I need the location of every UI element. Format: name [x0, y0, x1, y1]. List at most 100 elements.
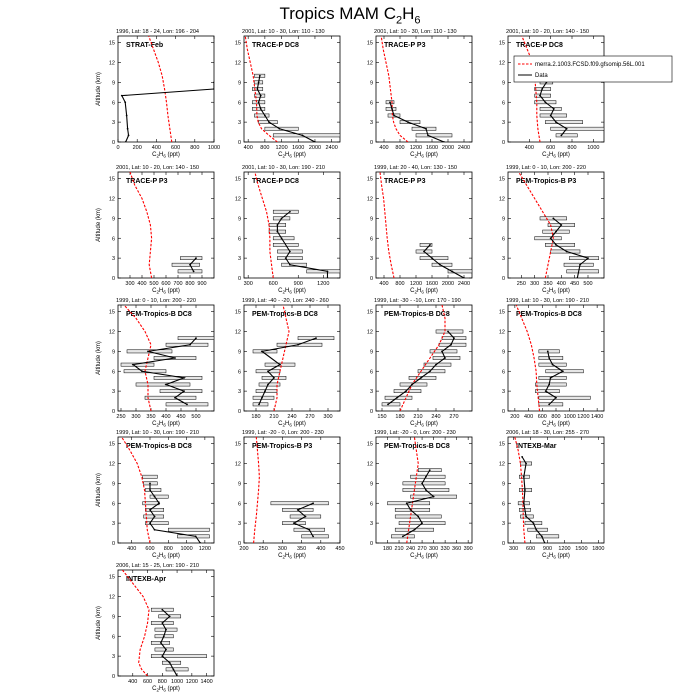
x-tick-label: 800 [395, 145, 404, 151]
x-tick-label: 300 [323, 414, 332, 420]
x-tick-label: 500 [583, 281, 592, 287]
x-tick-label: 500 [191, 414, 200, 420]
x-axis-label-part: H [285, 553, 289, 559]
observed-point [444, 357, 446, 359]
x-tick-label: 1400 [591, 414, 603, 420]
panel-info-text: 2001, Lat: 10 - 30, Lon: 110 - 130 [374, 29, 457, 35]
x-axis-label-part: 2 [282, 290, 285, 295]
observed-point [546, 350, 549, 353]
observed-point [194, 535, 197, 538]
x-tick-label: 350 [543, 281, 552, 287]
data-range-bar [538, 395, 591, 400]
observed-point [421, 522, 423, 525]
x-axis-label: C2H6 (ppt) [410, 288, 438, 295]
observed-point [549, 376, 552, 379]
panel-info-text: 2006, Lat: 15 - 25, Lon: 190 - 210 [116, 563, 199, 569]
x-tick-label: 210 [269, 414, 278, 420]
observed-point [258, 403, 260, 406]
observed-point [192, 270, 195, 273]
x-tick-label: 1000 [587, 145, 599, 151]
x-axis-label-part: 6 [553, 154, 556, 159]
data-range-bar [411, 126, 437, 131]
observed-point [165, 648, 167, 651]
model-profile-line [399, 305, 446, 411]
panel-plot-area [252, 305, 335, 411]
panel-frame [375, 171, 473, 279]
observed-point [267, 383, 269, 386]
x-axis-label-part: C [542, 421, 547, 427]
panel-campaign-label: PEM-Tropics-B P3 [252, 443, 312, 450]
panel-2: 2001, Lat: 10 - 30, Lon: 110 - 130 TRACE-… [235, 29, 341, 159]
y-tick-label: 12 [499, 330, 505, 336]
y-tick-label: 0 [502, 409, 505, 415]
panel-plot-area [120, 305, 214, 411]
y-tick-label: 0 [238, 409, 241, 415]
x-tick-label: 210 [394, 546, 403, 552]
observed-point [387, 403, 389, 406]
y-tick-label: 12 [235, 462, 241, 468]
y-tick-label: 6 [238, 501, 241, 507]
x-axis-label: C2H6 (ppt) [410, 421, 438, 428]
observed-point [147, 350, 149, 353]
observed-point [174, 396, 176, 399]
x-tick-label: 330 [441, 546, 450, 552]
observed-point [551, 363, 554, 366]
x-axis-label-part: 2 [414, 290, 417, 295]
y-tick-label: 9 [370, 216, 373, 222]
observed-point [149, 482, 151, 485]
panel-info-text: 1999, Lat: -20 - 0, Lon: 200 - 230 [242, 430, 324, 436]
panel-campaign-label: PEM-Tropics-B DC8 [516, 311, 582, 318]
panel-info-text: 1999, Lat: 10 - 30, Lon: 190 - 210 [116, 430, 199, 436]
observed-point [273, 376, 275, 379]
x-axis-label-part: H [417, 152, 421, 158]
x-axis-label-part: H [159, 686, 163, 692]
y-tick-label: 3 [502, 256, 505, 262]
model-profile-line [123, 305, 152, 411]
y-tick-label: 3 [238, 389, 241, 395]
panel-13: 1999, Lat: 10 - 30, Lon: 190 - 210 PEM-Tr… [96, 430, 215, 560]
observed-point [280, 237, 283, 240]
panel-info-text: 2001, Lat: 10 - 30, Lon: 190 - 210 [242, 165, 325, 171]
y-tick-label: 3 [502, 120, 505, 126]
y-tick-label: 15 [367, 177, 373, 183]
observed-point [447, 330, 449, 333]
observed-point [555, 230, 557, 233]
y-tick-label: 9 [370, 481, 373, 487]
observed-point [548, 383, 551, 386]
data-range-bar [381, 402, 401, 407]
data-range-bar [252, 107, 266, 111]
y-tick-label: 0 [112, 541, 115, 547]
panel-8: 1999, Lat: 0 - 10, Lon: 200 - 220 PEM-Tro… [499, 165, 605, 295]
y-tick-label: 9 [238, 216, 241, 222]
data-range-bar [538, 349, 560, 354]
observed-point [441, 350, 443, 353]
observed-point [524, 489, 526, 491]
panel-campaign-label: PEM-Tropics-B DC8 [126, 443, 192, 450]
data-range-bar [306, 269, 340, 274]
y-tick-label: 0 [502, 140, 505, 146]
observed-point [525, 462, 527, 465]
y-tick-label: 0 [370, 409, 373, 415]
data-range-bar [438, 342, 467, 347]
x-tick-label: 300 [509, 546, 518, 552]
x-tick-label: 400 [379, 281, 388, 287]
observed-point [279, 363, 281, 366]
data-range-bar [550, 126, 604, 131]
panel-frame [507, 35, 605, 143]
y-tick-label: 9 [238, 80, 241, 86]
y-tick-label: 9 [112, 614, 115, 620]
observed-point [423, 250, 425, 253]
x-tick-label: 200 [133, 145, 142, 151]
y-tick-label: 0 [502, 541, 505, 547]
x-tick-label: 180 [395, 414, 404, 420]
y-tick-label: 3 [112, 389, 115, 395]
y-axis-label: Altitude (km) [96, 72, 102, 106]
observed-point [161, 622, 164, 624]
observed-point [314, 141, 316, 142]
x-axis-label-part: (ppt) [556, 553, 570, 559]
y-tick-label: 15 [109, 575, 115, 581]
x-axis-label-part: C [152, 686, 157, 692]
panel-campaign-label: INTEXB-Apr [126, 576, 166, 583]
y-tick-label: 6 [112, 369, 115, 375]
observed-point [120, 94, 123, 97]
